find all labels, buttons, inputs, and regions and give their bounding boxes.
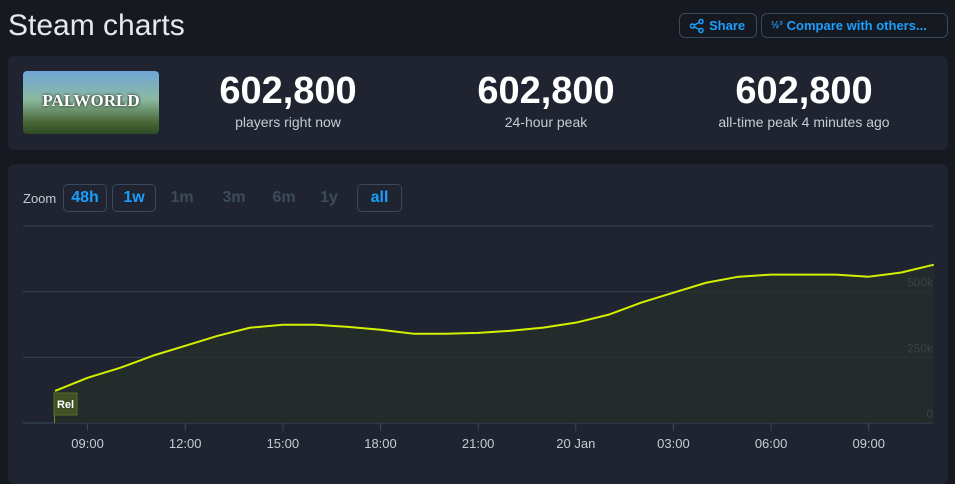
x-tick-label: 03:00	[657, 436, 690, 451]
x-tick-label: 20 Jan	[556, 436, 595, 451]
x-tick-label: 09:00	[71, 436, 104, 451]
x-tick-label: 06:00	[755, 436, 788, 451]
series-area	[55, 265, 934, 423]
x-tick-label: 09:00	[852, 436, 885, 451]
x-tick-label: 12:00	[169, 436, 202, 451]
release-marker-label: Rel	[57, 399, 74, 411]
x-tick-label: 18:00	[364, 436, 397, 451]
x-tick-label: 21:00	[462, 436, 495, 451]
x-tick-label: 15:00	[267, 436, 300, 451]
